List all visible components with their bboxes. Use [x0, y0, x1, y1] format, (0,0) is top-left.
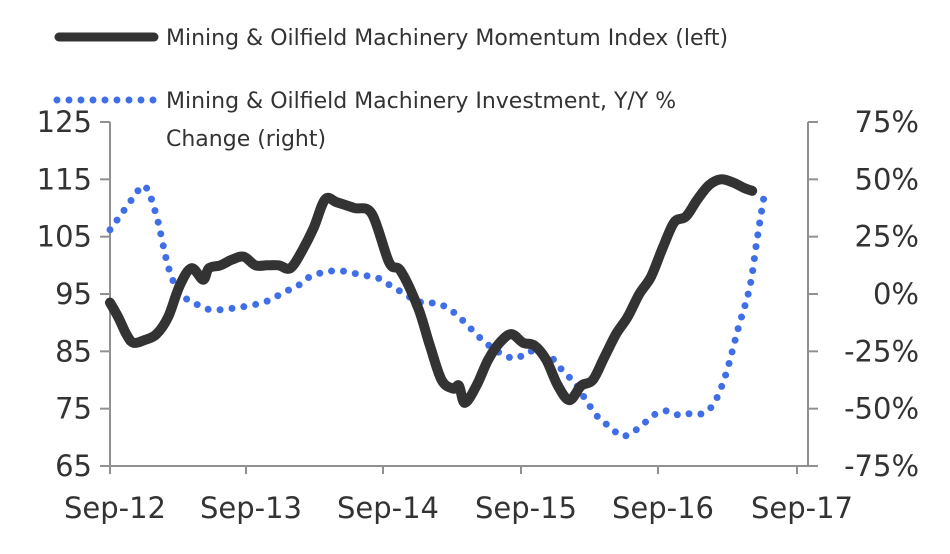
right-axis-tick-label: -25% [844, 334, 919, 368]
legend-label-momentum-index: Mining & Oilfield Machinery Momentum Ind… [166, 26, 728, 51]
right-axis-tick-label: -75% [844, 449, 919, 483]
right-axis-tick-label: 50% [855, 162, 919, 196]
axes: 65 75 85 95 105 115 125 -75% -50% -25% 0% 25% 50% 75%… [37, 105, 919, 525]
x-axis-tick-label: Sep-17 [751, 491, 853, 525]
right-axis-tick-label: 75% [855, 105, 919, 139]
x-axis-tick-label: Sep-15 [475, 491, 577, 525]
right-axis-tick-label: -50% [844, 392, 919, 426]
x-axis-tick-label: Sep-13 [200, 491, 302, 525]
series-line-momentum-index [105, 174, 758, 408]
legend-label-investment-line1: Mining & Oilfield Machinery Investment, … [166, 89, 676, 114]
legend: Mining & Oilfield Machinery Momentum Ind… [53, 26, 728, 152]
left-axis-tick-label: 125 [37, 105, 92, 139]
right-axis-tick-label: 0% [873, 277, 919, 311]
left-axis-tick-label: 85 [55, 334, 92, 368]
left-axis-tick-label: 65 [55, 449, 92, 483]
x-axis-tick-label: Sep-14 [337, 491, 439, 525]
x-axis-tick-label: Sep-16 [612, 491, 714, 525]
right-axis-tick-label: 25% [855, 220, 919, 254]
left-axis-tick-label: 75 [55, 392, 92, 426]
series-line-investment [106, 182, 768, 440]
left-axis-tick-label: 115 [37, 162, 92, 196]
left-axis-tick-label: 105 [37, 220, 92, 254]
legend-label-investment-line2: Change (right) [166, 127, 326, 152]
left-axis-tick-label: 95 [55, 277, 92, 311]
x-axis-tick-label: Sep-12 [64, 491, 166, 525]
series-layer [105, 174, 768, 440]
legend-label-investment: Mining & Oilfield Machinery Investment, … [166, 89, 683, 152]
